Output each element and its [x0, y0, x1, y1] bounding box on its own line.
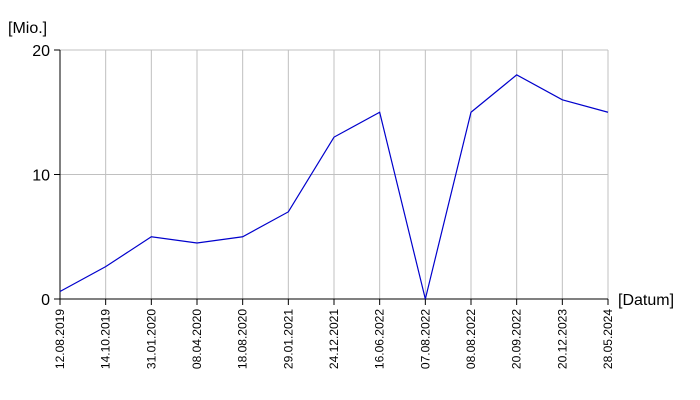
data-line	[59, 74, 609, 300]
x-tick-label: 08.04.2020	[190, 309, 204, 369]
x-tick-label: 31.01.2020	[144, 309, 158, 369]
x-tick-label: 29.01.2021	[281, 309, 295, 369]
x-tick-label: 28.05.2024	[601, 309, 615, 369]
y-tick-label: 10	[32, 168, 50, 185]
y-axis-label: [Mio.]	[8, 20, 47, 37]
y-tick-label: 0	[41, 292, 50, 309]
x-tick-label: 20.12.2023	[555, 309, 569, 369]
x-tick-label: 24.12.2021	[327, 309, 341, 369]
x-tick-label: 08.08.2022	[464, 309, 478, 369]
x-tick-label: 07.08.2022	[418, 309, 432, 369]
x-tick-label: 20.09.2022	[510, 309, 524, 369]
y-tick-label: 20	[32, 43, 50, 60]
x-axis-label: [Datum]	[618, 292, 674, 309]
x-tick-label: 16.06.2022	[373, 309, 387, 369]
x-tick-label: 12.08.2019	[53, 309, 67, 369]
x-tick-label: 14.10.2019	[99, 309, 113, 369]
x-tick-label: 18.08.2020	[236, 309, 250, 369]
